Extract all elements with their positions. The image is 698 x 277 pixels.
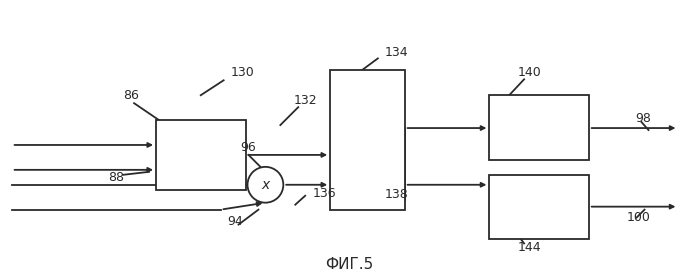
Bar bbox=[330, 70, 405, 210]
Text: 98: 98 bbox=[636, 112, 651, 125]
Text: 94: 94 bbox=[228, 215, 244, 228]
Bar bbox=[156, 120, 246, 190]
Text: 86: 86 bbox=[123, 89, 139, 102]
Text: 132: 132 bbox=[293, 94, 317, 107]
Bar bbox=[489, 175, 589, 240]
Bar bbox=[489, 95, 589, 160]
Text: 130: 130 bbox=[230, 66, 254, 79]
Text: 134: 134 bbox=[385, 46, 408, 59]
Text: 140: 140 bbox=[517, 66, 541, 79]
Text: ФИГ.5: ФИГ.5 bbox=[325, 257, 373, 272]
Text: 88: 88 bbox=[108, 171, 124, 184]
Text: 100: 100 bbox=[627, 211, 651, 224]
Text: x: x bbox=[261, 178, 269, 192]
Text: 136: 136 bbox=[312, 187, 336, 200]
Circle shape bbox=[248, 167, 283, 203]
Text: 96: 96 bbox=[241, 142, 256, 155]
Text: 138: 138 bbox=[385, 188, 408, 201]
Text: 144: 144 bbox=[517, 241, 541, 254]
